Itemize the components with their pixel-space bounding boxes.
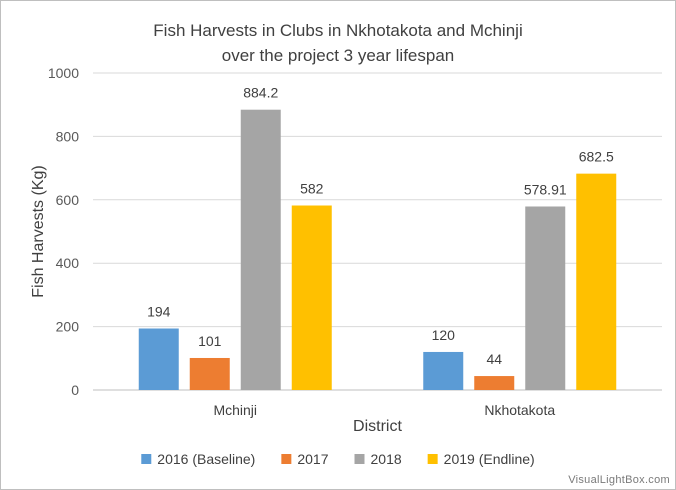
bar (291, 205, 332, 390)
legend-swatch (427, 454, 438, 464)
y-tick-label: 200 (56, 319, 80, 335)
legend-swatch (141, 454, 152, 464)
legend-label: 2017 (297, 451, 328, 467)
data-label: 582 (300, 181, 324, 197)
x-tick-label: Mchinji (213, 402, 257, 418)
data-label: 578.91 (524, 181, 567, 197)
y-tick-label: 600 (56, 192, 80, 208)
legend-swatch (281, 454, 292, 464)
y-tick-label: 400 (56, 255, 80, 271)
x-axis-title: District (353, 418, 402, 435)
bar (423, 351, 464, 390)
y-tick-label: 0 (71, 382, 79, 398)
data-label: 682.5 (579, 149, 614, 165)
bar (240, 109, 281, 390)
chart-title-line2: over the project 3 year lifespan (221, 46, 455, 65)
bar (525, 206, 566, 390)
x-tick-label: Nkhotakota (484, 402, 555, 418)
bar (474, 376, 515, 390)
watermark: VisualLightBox.com (568, 474, 670, 486)
legend-label: 2018 (371, 451, 402, 467)
bar (189, 357, 230, 390)
data-label: 101 (198, 333, 222, 349)
bar (576, 173, 617, 390)
y-tick-label: 800 (56, 128, 80, 144)
chart-title-line1: Fish Harvests in Clubs in Nkhotakota and… (153, 21, 523, 40)
y-axis-title: Fish Harvests (Kg) (30, 165, 47, 297)
data-label: 44 (486, 351, 502, 367)
y-tick-label: 1000 (48, 65, 79, 81)
legend-label: 2019 (Endline) (444, 451, 535, 467)
data-label: 884.2 (243, 85, 278, 101)
legend-swatch (354, 454, 365, 464)
data-label: 194 (147, 304, 171, 320)
bar (138, 328, 179, 390)
legend-label: 2016 (Baseline) (157, 451, 255, 467)
data-label: 120 (432, 327, 456, 343)
